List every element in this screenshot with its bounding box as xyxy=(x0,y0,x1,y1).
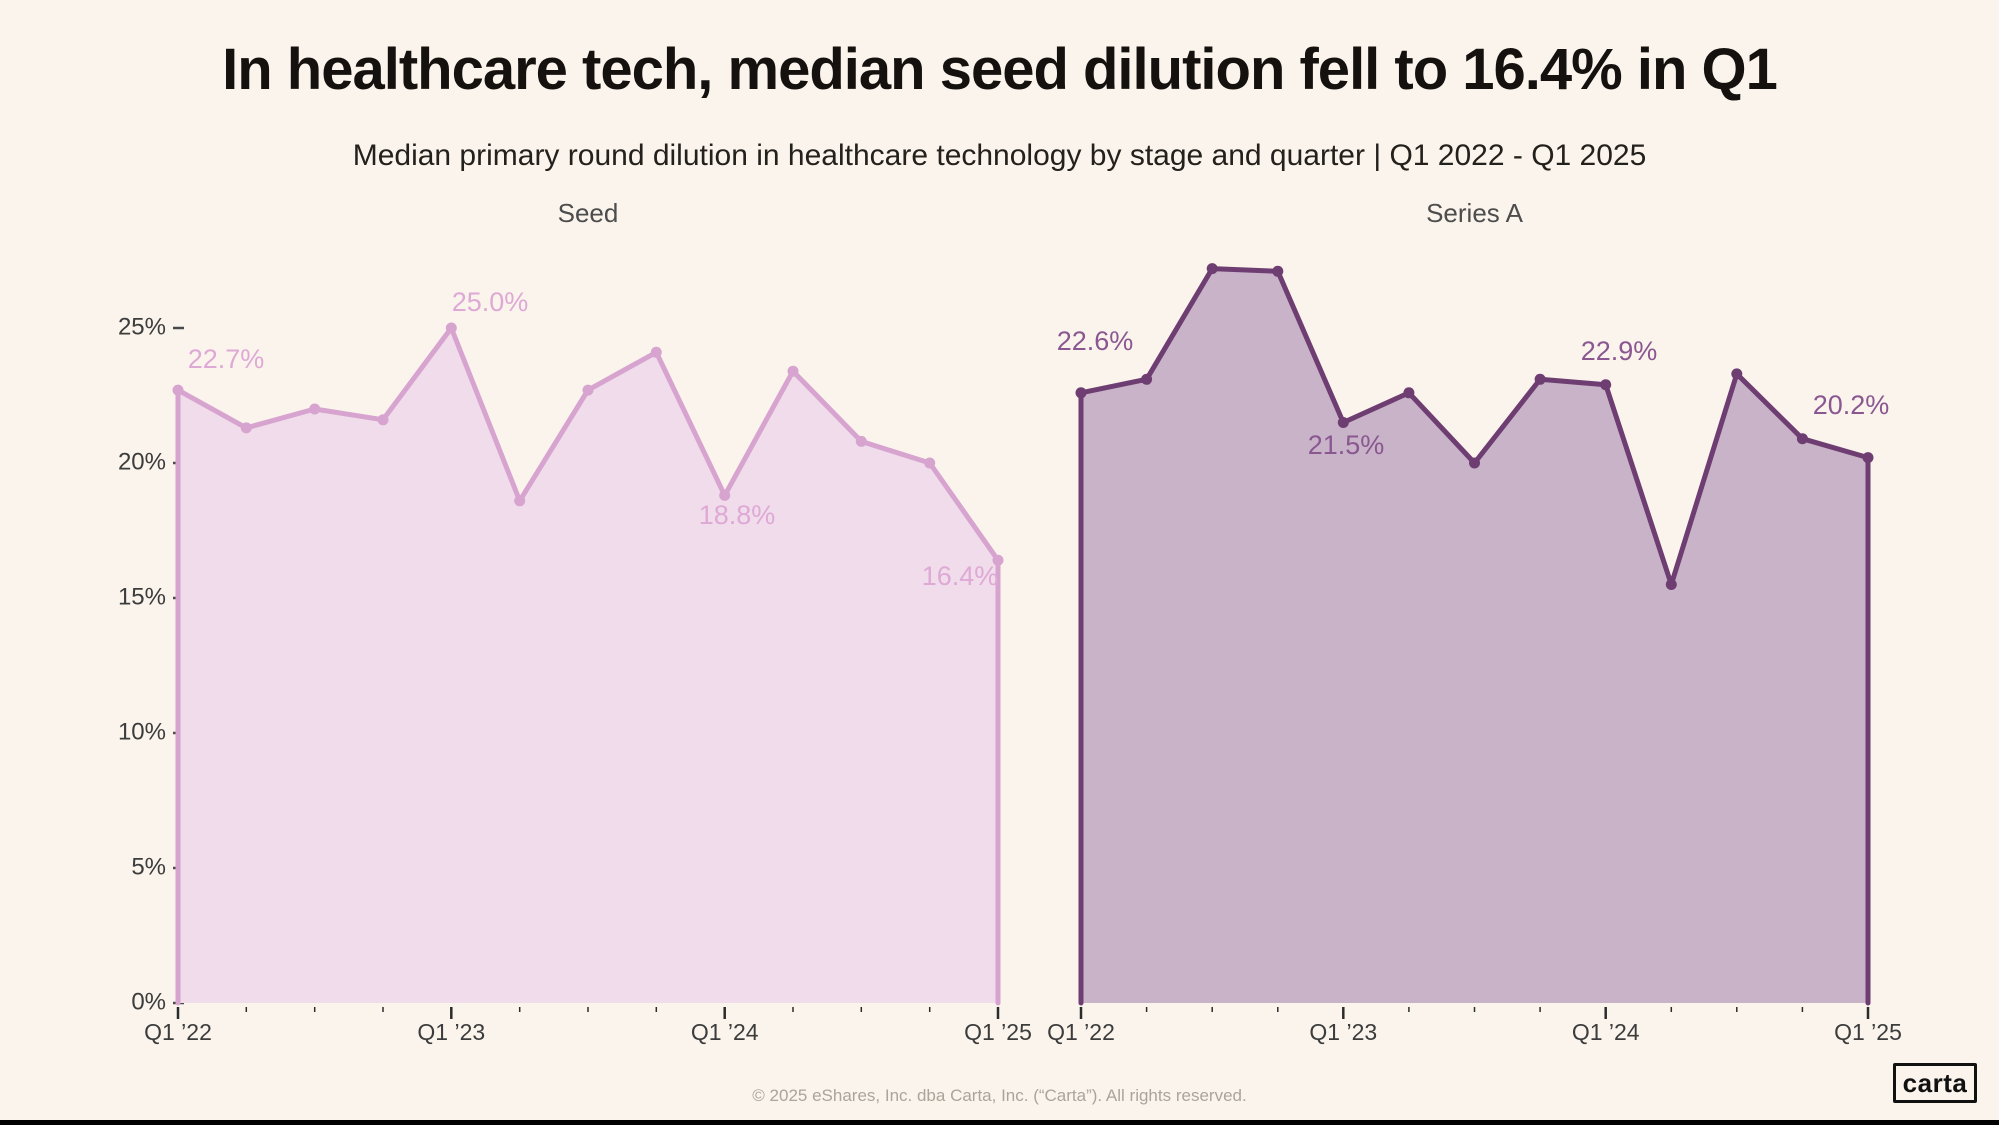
svg-text:Q1 ’22: Q1 ’22 xyxy=(1047,1019,1115,1045)
carta-logo-text: carta xyxy=(1902,1067,1968,1098)
svg-text:Q1 ’22: Q1 ’22 xyxy=(144,1019,212,1045)
svg-text:Q1 ’24: Q1 ’24 xyxy=(691,1019,759,1045)
svg-text:22.7%: 22.7% xyxy=(188,344,265,374)
seed-chart: Q1 ’22 Q1 ’23 Q1 ’24 Q1 ’25 22.7% 25.0% 18.8% 1… xyxy=(144,287,1032,1045)
svg-text:Q1 ’25: Q1 ’25 xyxy=(1834,1019,1902,1045)
series-a-panel-title: Series A xyxy=(1426,198,1523,228)
y-axis: 0% 5% 10% 15% 20% 25% xyxy=(118,313,184,1015)
page-subtitle: Median primary round dilution in healthc… xyxy=(352,139,1647,172)
svg-text:25.0%: 25.0% xyxy=(452,287,529,317)
svg-text:22.6%: 22.6% xyxy=(1057,326,1134,356)
series-a-chart: Q1 ’22 Q1 ’23 Q1 ’24 Q1 ’25 22.6% 21.5% 22.9% 2… xyxy=(1047,263,1902,1045)
svg-text:Q1 ’25: Q1 ’25 xyxy=(964,1019,1032,1045)
svg-text:10%: 10% xyxy=(118,718,166,745)
seed-panel-title: Seed xyxy=(557,198,619,228)
svg-text:15%: 15% xyxy=(118,583,166,610)
page-title: In healthcare tech, median seed dilution… xyxy=(222,37,1778,102)
svg-text:Q1 ’24: Q1 ’24 xyxy=(1572,1019,1640,1045)
copyright-text: © 2025 eShares, Inc. dba Carta, Inc. (“C… xyxy=(752,1086,1247,1105)
svg-text:20.2%: 20.2% xyxy=(1813,390,1890,420)
svg-text:25%: 25% xyxy=(118,313,166,340)
svg-text:21.5%: 21.5% xyxy=(1308,430,1385,460)
carta-logo: carta xyxy=(1893,1063,1977,1103)
bottom-border xyxy=(0,1120,1999,1125)
svg-text:18.8%: 18.8% xyxy=(699,500,776,530)
svg-text:20%: 20% xyxy=(118,448,166,475)
svg-text:Q1 ’23: Q1 ’23 xyxy=(1309,1019,1377,1045)
svg-text:0%: 0% xyxy=(131,988,166,1015)
svg-text:22.9%: 22.9% xyxy=(1581,336,1658,366)
svg-text:5%: 5% xyxy=(131,853,166,880)
svg-text:16.4%: 16.4% xyxy=(922,561,999,591)
svg-text:Q1 ’23: Q1 ’23 xyxy=(417,1019,485,1045)
